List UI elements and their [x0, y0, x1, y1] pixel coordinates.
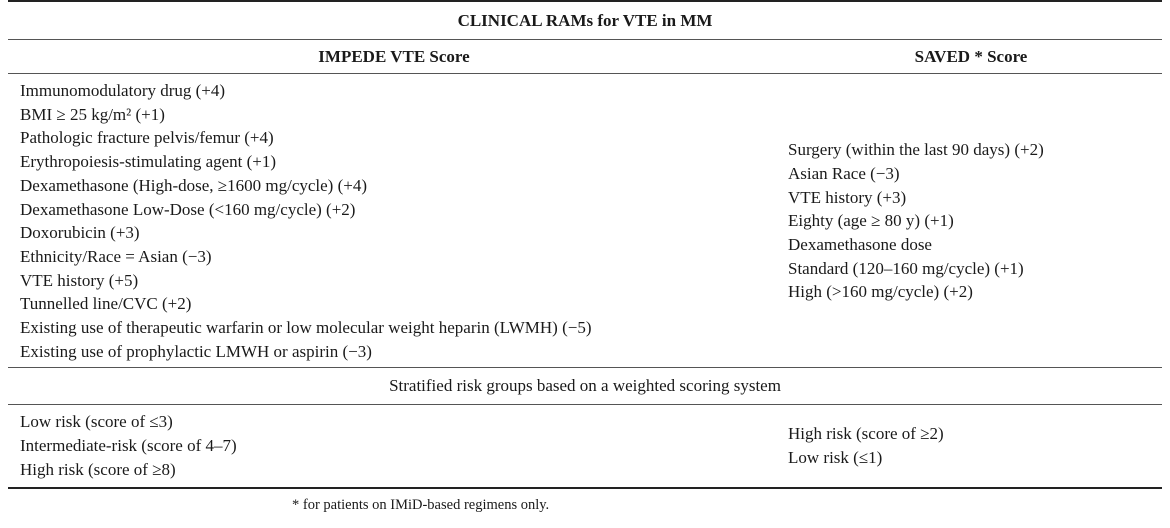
header-rule: [8, 73, 1162, 74]
saved-factor: VTE history (+3): [788, 187, 907, 207]
impede-factor: Dexamethasone (High-dose, ≥1600 mg/cycle…: [20, 175, 368, 195]
strat-rule: [8, 404, 1162, 406]
saved-risk-group: Low risk (≤1): [788, 447, 883, 467]
impede-factor: Tunnelled line/CVC (+2): [20, 294, 192, 314]
impede-factor: Dexamethasone Low-Dose (<160 mg/cycle) (…: [20, 199, 356, 219]
impede-factor: Erythropoiesis-stimulating agent (+1): [20, 152, 277, 172]
title-rule: [8, 39, 1162, 40]
saved-header: SAVED * Score: [914, 47, 1028, 66]
impede-factor: VTE history (+5): [20, 270, 139, 290]
saved-factor: Asian Race (−3): [788, 163, 900, 183]
impede-risk-groups: Low risk (score of ≤3) Intermediate-risk…: [8, 410, 780, 481]
footnote: * for patients on IMiD-based regimens on…: [292, 497, 550, 513]
stratified-header: Stratified risk groups based on a weight…: [389, 376, 781, 396]
saved-factor: Eighty (age ≥ 80 y) (+1): [788, 211, 954, 231]
bottom-rule: [8, 486, 1162, 489]
impede-header: IMPEDE VTE Score: [318, 47, 470, 66]
impede-risk-group: Intermediate-risk (score of 4–7): [20, 436, 237, 456]
risk-assessment-table: CLINICAL RAMs for VTE in MM IMPEDE VTE S…: [8, 0, 1162, 489]
saved-factor: Standard (120–160 mg/cycle) (+1): [788, 258, 1024, 278]
risk-groups-row: Low risk (score of ≤3) Intermediate-risk…: [8, 405, 1162, 486]
saved-risk-groups: High risk (score of ≥2) Low risk (≤1): [780, 410, 1162, 481]
saved-risk-group: High risk (score of ≥2): [788, 424, 944, 444]
saved-factor: Dexamethasone dose: [788, 235, 932, 255]
impede-risk-group: High risk (score of ≥8): [20, 459, 176, 479]
impede-factor: BMI ≥ 25 kg/m² (+1): [20, 104, 165, 124]
impede-factor: Doxorubicin (+3): [20, 223, 140, 243]
impede-factor: Existing use of therapeutic warfarin or …: [20, 318, 592, 338]
mid-rule: [8, 367, 1162, 369]
saved-factor: Surgery (within the last 90 days) (+2): [788, 140, 1044, 160]
impede-factor: Ethnicity/Race = Asian (−3): [20, 246, 212, 266]
table-title: CLINICAL RAMs for VTE in MM: [457, 11, 713, 30]
impede-factors: Immunomodulatory drug (+4) BMI ≥ 25 kg/m…: [8, 79, 780, 363]
impede-factor: Immunomodulatory drug (+4): [20, 81, 226, 100]
saved-factor: High (>160 mg/cycle) (+2): [788, 282, 973, 302]
impede-factor: Existing use of prophylactic LMWH or asp…: [20, 341, 372, 361]
top-rule: [8, 0, 1162, 2]
saved-factors: Surgery (within the last 90 days) (+2) A…: [780, 79, 1162, 363]
factors-row: Immunomodulatory drug (+4) BMI ≥ 25 kg/m…: [8, 74, 1162, 367]
column-header-row: IMPEDE VTE Score SAVED * Score: [8, 40, 1162, 73]
impede-factor: Pathologic fracture pelvis/femur (+4): [20, 128, 274, 148]
impede-risk-group: Low risk (score of ≤3): [20, 412, 173, 432]
